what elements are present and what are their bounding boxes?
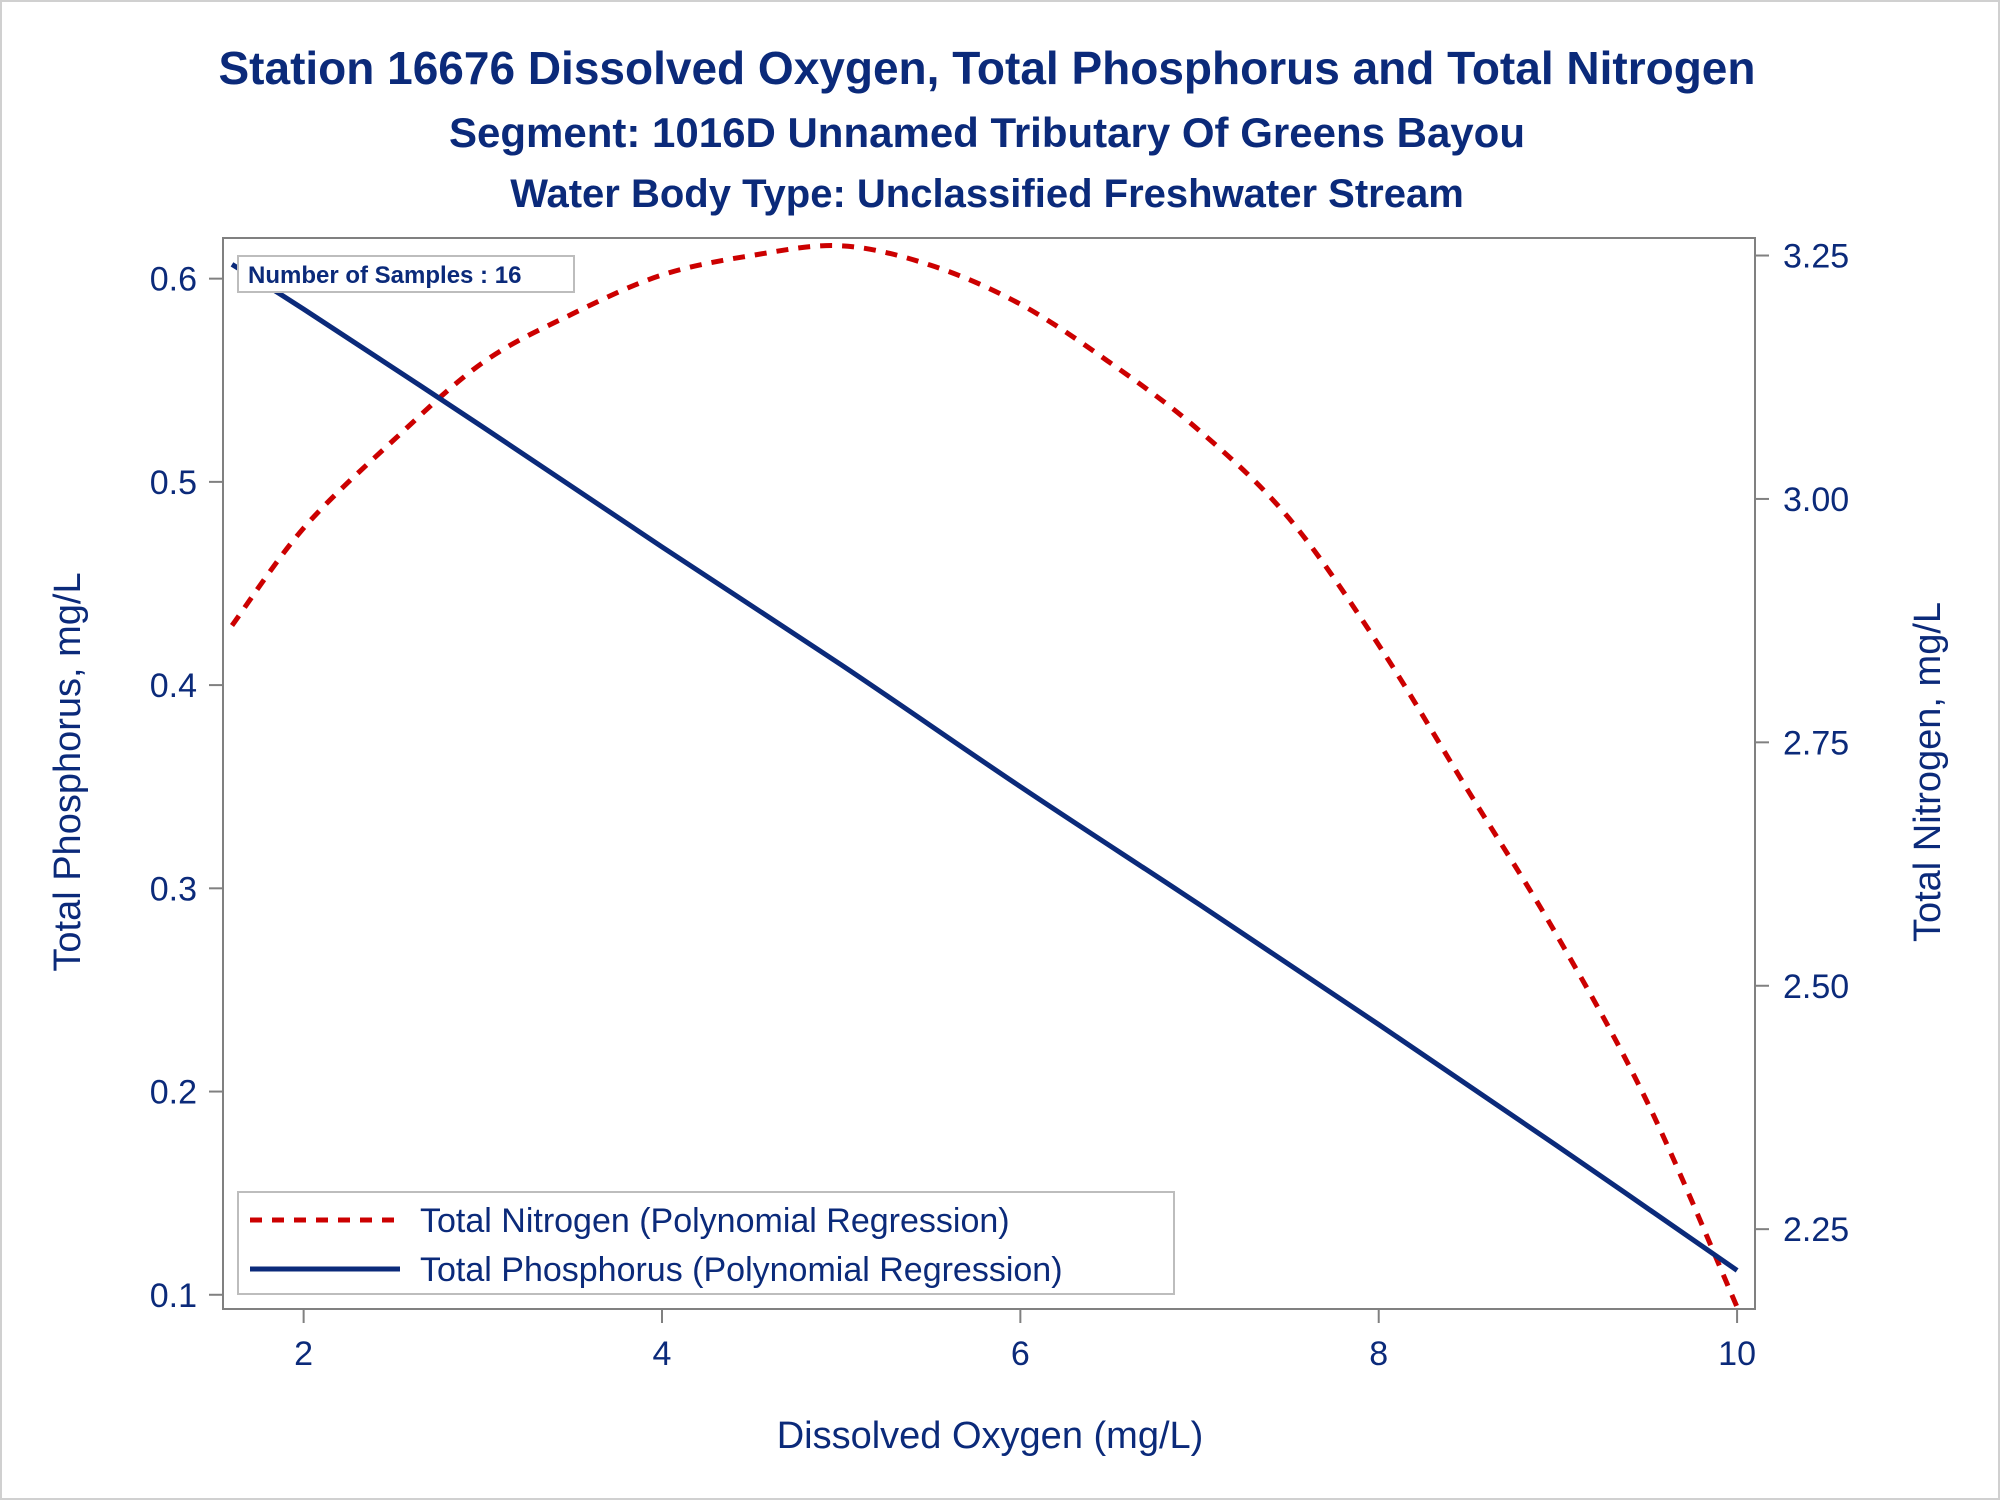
chart-subtitle: Segment: 1016D Unnamed Tributary Of Gree… [449, 109, 1525, 156]
x-axis-label: Dissolved Oxygen (mg/L) [777, 1415, 1204, 1457]
y-left-tick-label: 0.5 [150, 464, 197, 502]
y-left-tick-label: 0.1 [150, 1277, 197, 1315]
plot-area [222, 237, 1756, 1310]
legend: Total Nitrogen (Polynomial Regression) T… [237, 1191, 1175, 1295]
y-axis-right: 2.25 2.50 2.75 3.00 3.25 [1755, 238, 1849, 1249]
chart-subtitle-2: Water Body Type: Unclassified Freshwater… [510, 172, 1464, 216]
y-axis-left-label: Total Phosphorus, mg/L [47, 572, 89, 971]
legend-label-nitrogen: Total Nitrogen (Polynomial Regression) [420, 1202, 1010, 1240]
x-axis: 2 4 6 8 10 [294, 1309, 1756, 1373]
y-right-tick-label: 2.25 [1783, 1211, 1849, 1249]
chart-title: Station 16676 Dissolved Oxygen, Total Ph… [218, 42, 1755, 94]
nitrogen-series-line [229, 243, 1740, 1309]
x-tick-label: 6 [1011, 1335, 1030, 1373]
x-tick-label: 2 [294, 1335, 313, 1373]
y-axis-right-label: Total Nitrogen, mg/L [1907, 602, 1949, 942]
y-right-tick-label: 3.25 [1783, 238, 1849, 276]
y-axis-left: 0.1 0.2 0.3 0.4 0.5 0.6 [150, 261, 223, 1315]
x-tick-label: 4 [653, 1335, 672, 1373]
series-layer [229, 243, 1740, 1309]
y-right-tick-label: 2.75 [1783, 724, 1849, 762]
legend-box [237, 1191, 1175, 1295]
y-right-tick-label: 2.50 [1783, 968, 1849, 1006]
annotation-box [237, 255, 575, 293]
samples-annotation: Number of Samples : 16 [248, 262, 521, 289]
phosphorus-series-line [230, 262, 1739, 1273]
y-right-tick-label: 3.00 [1783, 481, 1849, 519]
y-left-tick-label: 0.3 [150, 870, 197, 908]
y-left-tick-label: 0.6 [150, 261, 197, 299]
y-left-tick-label: 0.2 [150, 1074, 197, 1112]
y-left-tick-label: 0.4 [150, 667, 197, 705]
x-tick-label: 10 [1718, 1335, 1756, 1373]
x-tick-label: 8 [1369, 1335, 1388, 1373]
legend-label-phosphorus: Total Phosphorus (Polynomial Regression) [420, 1251, 1063, 1289]
